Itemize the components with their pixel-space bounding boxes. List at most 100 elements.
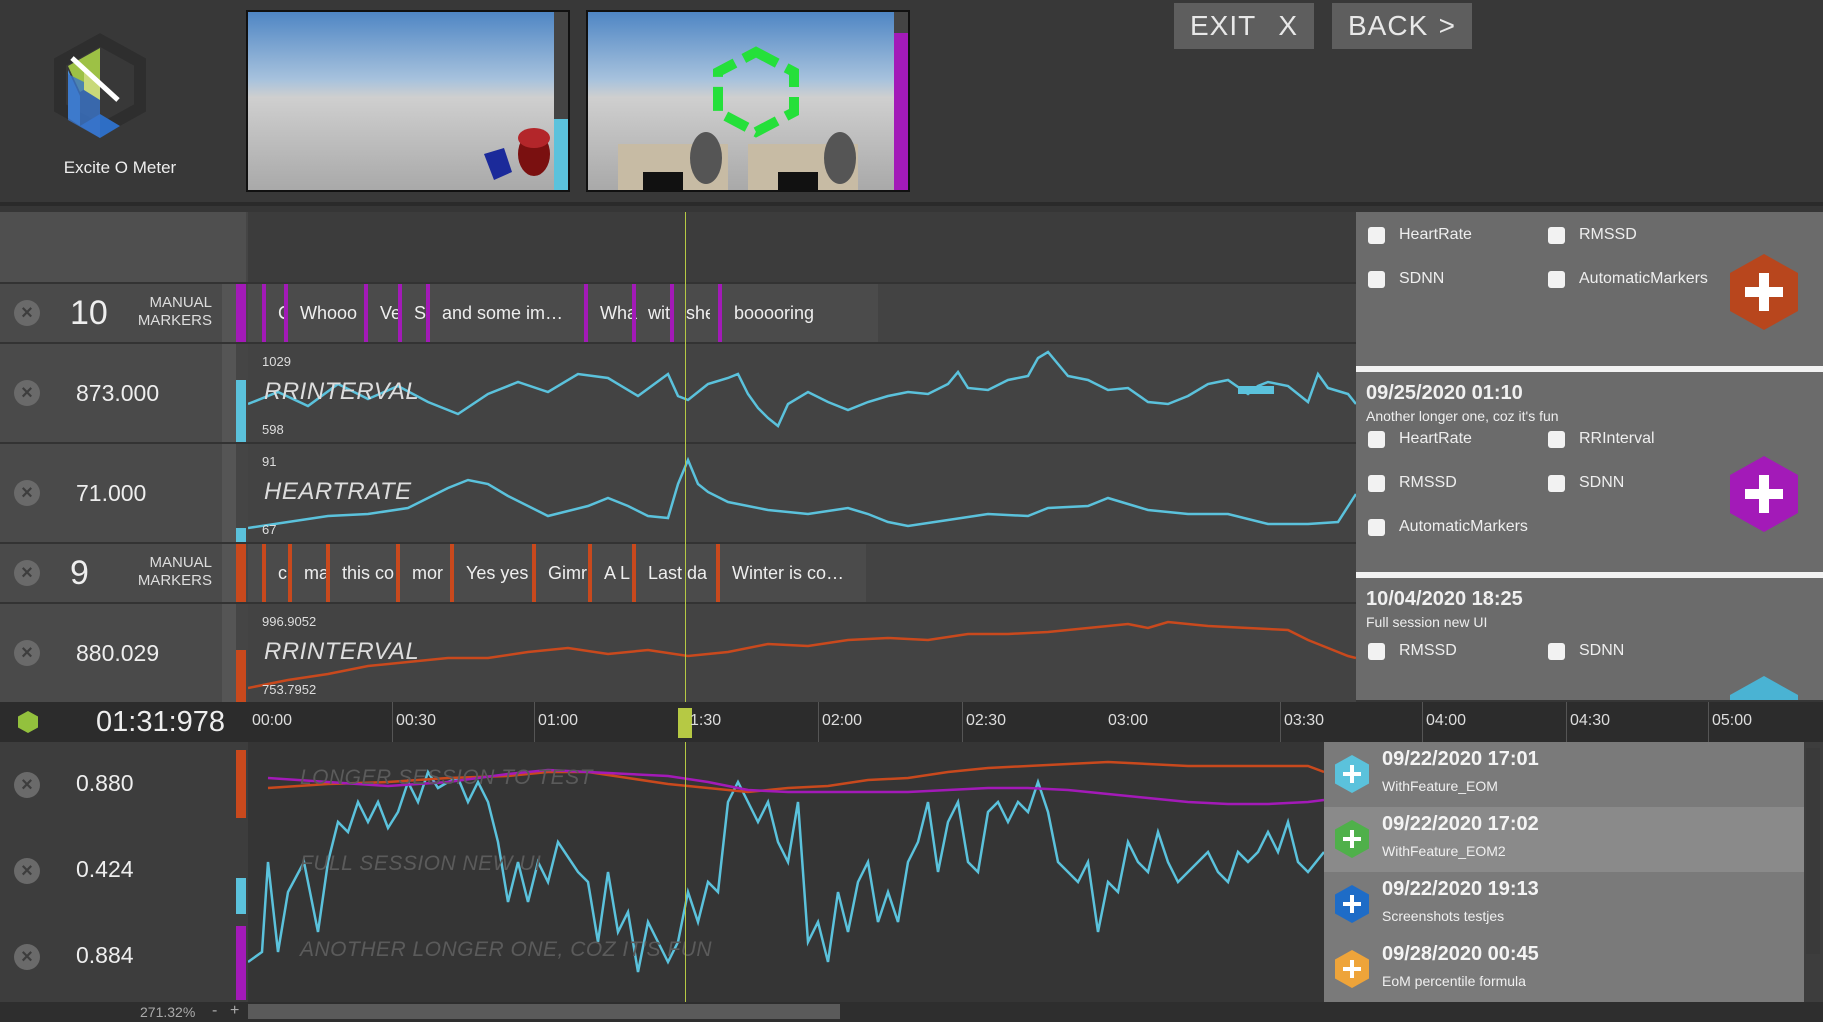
remove-track-icon[interactable]: ×: [14, 300, 40, 326]
session-subtitle: WithFeature_EOM2: [1382, 843, 1506, 859]
chart-max: 91: [262, 454, 277, 469]
marker[interactable]: Wha: [584, 284, 642, 342]
tick-label: 02:00: [822, 712, 863, 729]
remove-track-icon[interactable]: ×: [14, 480, 40, 506]
comparison-row-1: × 0.880: [0, 742, 236, 828]
top-bar: Excite O Meter: [0, 0, 1823, 206]
add-session-plus-icon[interactable]: [1334, 819, 1370, 859]
scene-preview-2[interactable]: [586, 10, 910, 192]
track-value: 71.000: [76, 480, 147, 506]
remove-track-icon[interactable]: ×: [14, 380, 40, 406]
marker[interactable]: wit: [632, 284, 672, 342]
chart-track-rrinterval: × 873.000 1029 RRINTERVAL 598: [0, 342, 1357, 444]
scene-objects-1: [484, 128, 550, 180]
checkbox-sdnn[interactable]: SDNN: [1548, 642, 1624, 660]
card-divider: [1356, 572, 1823, 578]
exit-button[interactable]: EXIT X: [1174, 3, 1314, 49]
marker[interactable]: she: [670, 284, 710, 342]
preview-level-bar: [894, 12, 908, 190]
add-session-plus-icon[interactable]: [1334, 754, 1370, 794]
remove-session-icon[interactable]: ×: [14, 858, 40, 884]
track-label: × 10 MANUAL MARKERS: [0, 284, 222, 342]
track-color-bar: [236, 650, 246, 704]
session-card-3[interactable]: 10/04/2020 18:25 Full session new UI RMS…: [1356, 578, 1823, 700]
session-list-item[interactable]: 09/28/2020 00:45 EoM percentile formula: [1324, 937, 1804, 1002]
session-card-2[interactable]: 09/25/2020 01:10 Another longer one, coz…: [1356, 372, 1823, 572]
session-list-scrollbar[interactable]: [1806, 748, 1820, 954]
session-list: 09/22/2020 17:01 WithFeature_EOM 09/22/2…: [1324, 742, 1804, 1002]
chart-min: 753.7952: [262, 682, 317, 697]
manual-markers-label: MANUAL MARKERS: [137, 554, 212, 589]
marker[interactable]: A L: [588, 544, 634, 602]
comparison-lines: [247, 760, 1325, 973]
playhead-line: [685, 212, 686, 702]
marker[interactable]: Ve: [364, 284, 400, 342]
checkbox-rmssd[interactable]: RMSSD: [1368, 642, 1457, 660]
tick-label: 01:00: [538, 712, 579, 729]
zoom-in-button[interactable]: +: [230, 1002, 240, 1019]
chevron-right-icon: >: [1438, 10, 1456, 41]
scene-preview-1[interactable]: [246, 10, 570, 192]
checkbox-sdnn[interactable]: SDNN: [1368, 270, 1444, 288]
track-value: 880.029: [76, 640, 160, 666]
checkbox-rmssd[interactable]: RMSSD: [1368, 474, 1457, 492]
checkbox-heartrate[interactable]: HeartRate: [1368, 430, 1472, 448]
session-list-item[interactable]: 09/22/2020 17:01 WithFeature_EOM: [1324, 742, 1804, 807]
session-list-item[interactable]: 09/22/2020 19:13 Screenshots testjes: [1324, 872, 1804, 937]
checkbox-automaticmarkers[interactable]: AutomaticMarkers: [1548, 270, 1708, 288]
add-session-plus-icon[interactable]: [1728, 674, 1800, 700]
track-spacer: [222, 444, 236, 542]
remove-track-icon[interactable]: ×: [14, 560, 40, 586]
marker[interactable]: C: [262, 284, 286, 342]
remove-session-icon[interactable]: ×: [14, 772, 40, 798]
tick-label: 1:30: [690, 712, 722, 729]
add-session-plus-icon[interactable]: [1334, 949, 1370, 989]
marker[interactable]: Winter is co…: [716, 544, 856, 602]
session-card-1[interactable]: HeartRate RMSSD SDNN AutomaticMarkers: [1356, 212, 1823, 366]
checkbox-rmssd[interactable]: RMSSD: [1548, 226, 1637, 244]
marker[interactable]: and some im…: [426, 284, 586, 342]
chart-track-rrinterval-2: × 880.029 996.9052 RRINTERVAL 753.7952: [0, 602, 1357, 704]
marker[interactable]: Last da: [632, 544, 714, 602]
marker[interactable]: Gimr: [532, 544, 588, 602]
logo-icon: [54, 33, 146, 138]
marker[interactable]: ma: [288, 544, 328, 602]
tick-label: 05:00: [1712, 712, 1753, 729]
chart-title: RRINTERVAL: [264, 638, 420, 665]
comparison-value: 0.880: [76, 770, 134, 796]
marker[interactable]: mor: [396, 544, 444, 602]
session-list-item[interactable]: 09/22/2020 17:02 WithFeature_EOM2: [1324, 807, 1804, 872]
marker[interactable]: booooring: [718, 284, 858, 342]
zoom-out-button[interactable]: -: [212, 1002, 218, 1019]
back-button[interactable]: BACK >: [1332, 3, 1472, 49]
marker[interactable]: this co: [326, 544, 398, 602]
marker[interactable]: Whooo: [284, 284, 366, 342]
remove-session-icon[interactable]: ×: [14, 944, 40, 970]
time-ruler[interactable]: 01:31:978 00:00 00:30 01:00 1:30 02:00 0…: [0, 702, 1823, 742]
marker-count: 9: [70, 554, 89, 592]
timeline-header-right: [248, 212, 1356, 282]
playhead-handle[interactable]: [678, 708, 692, 738]
add-session-plus-icon[interactable]: [1728, 454, 1800, 534]
chart-area: [247, 444, 1358, 542]
checkbox-sdnn[interactable]: SDNN: [1548, 474, 1624, 492]
checkbox-automaticmarkers[interactable]: AutomaticMarkers: [1368, 518, 1528, 536]
checkbox-rrinterval[interactable]: RRInterval: [1548, 430, 1655, 448]
rrinterval-line: [247, 350, 1357, 428]
add-session-plus-icon[interactable]: [1728, 252, 1800, 332]
marker[interactable]: c: [262, 544, 290, 602]
remove-track-icon[interactable]: ×: [14, 640, 40, 666]
track-value: 873.000: [76, 380, 160, 406]
marker[interactable]: S: [398, 284, 428, 342]
back-label: BACK: [1348, 10, 1429, 41]
timeline-scrollbar[interactable]: 271.32% - +: [0, 1002, 1823, 1022]
zoom-level: 271.32%: [140, 1004, 196, 1020]
app-logo: Excite O Meter: [40, 30, 200, 180]
scrollbar-thumb[interactable]: [248, 1004, 840, 1019]
comparison-chart: [247, 742, 1325, 1002]
checkbox-heartrate[interactable]: HeartRate: [1368, 226, 1472, 244]
marker[interactable]: Yes yes: [450, 544, 530, 602]
track-color-bar: [236, 544, 246, 602]
add-session-plus-icon[interactable]: [1334, 884, 1370, 924]
